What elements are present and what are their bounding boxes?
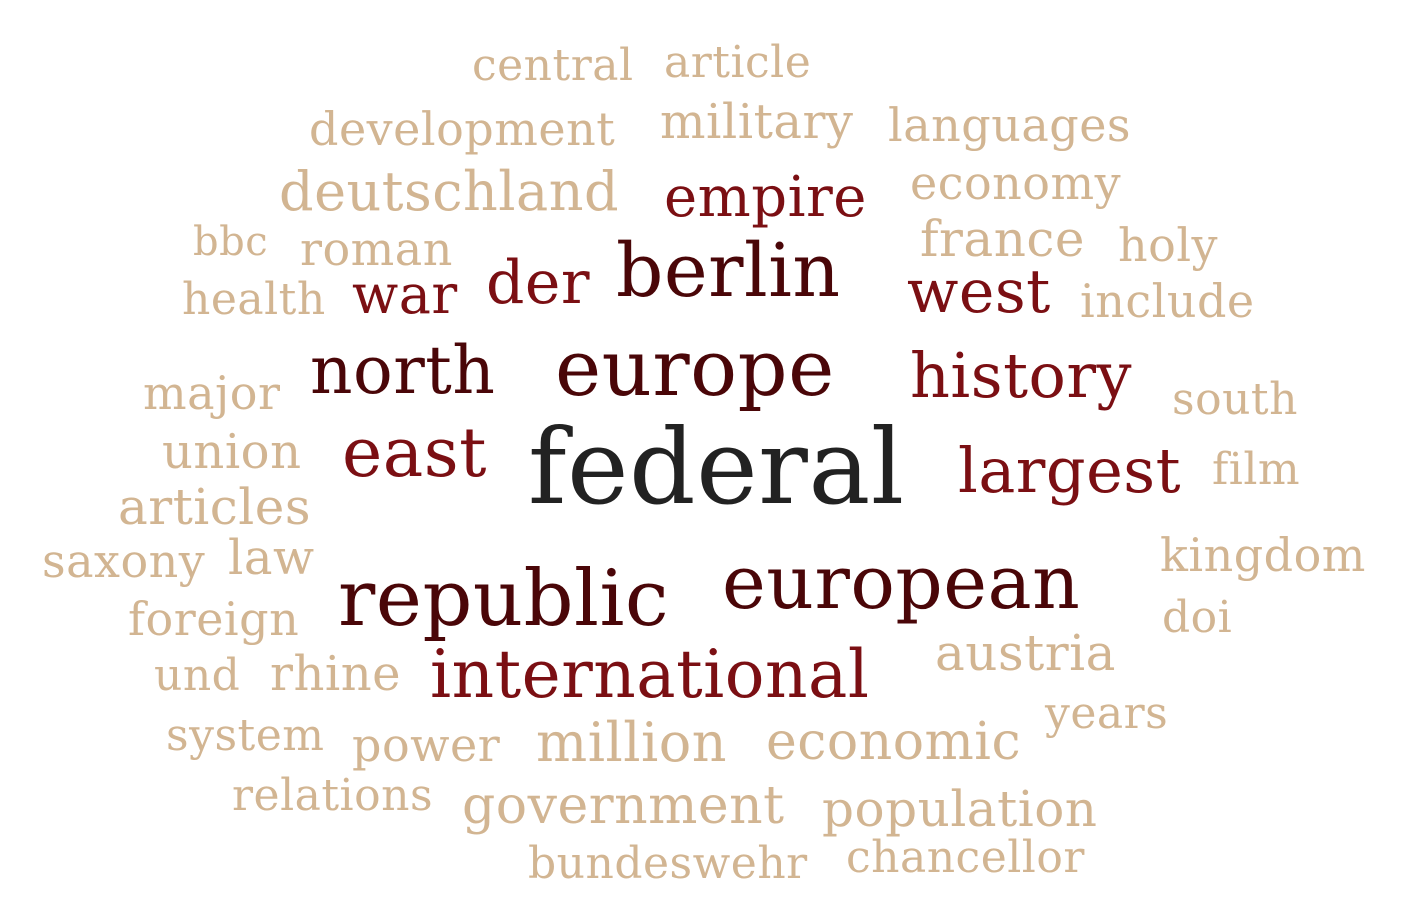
word-languages: languages <box>888 98 1132 152</box>
word-berlin: berlin <box>616 228 841 314</box>
word-million: million <box>536 711 728 774</box>
word-central: central <box>472 40 634 91</box>
word-chancellor: chancellor <box>846 832 1085 883</box>
word-film: film <box>1212 444 1301 495</box>
word-international: international <box>430 636 870 713</box>
word-holy: holy <box>1118 218 1219 272</box>
word-roman: roman <box>300 222 453 276</box>
word-federal: federal <box>528 406 905 528</box>
word-austria: austria <box>935 624 1116 682</box>
word-doi: doi <box>1162 592 1233 643</box>
word-republic: republic <box>338 554 670 644</box>
word-foreign: foreign <box>128 592 300 646</box>
word-economy: economy <box>910 156 1122 210</box>
word-economic: economic <box>766 712 1022 772</box>
word-kingdom: kingdom <box>1160 528 1366 582</box>
word-der: der <box>486 248 591 318</box>
word-saxony: saxony <box>42 534 206 588</box>
word-history: history <box>910 339 1132 412</box>
word-law: law <box>228 530 315 586</box>
word-military: military <box>660 94 854 150</box>
word-france: france <box>920 210 1086 268</box>
word-system: system <box>166 710 325 761</box>
word-war: war <box>352 263 458 326</box>
word-government: government <box>462 776 785 836</box>
word-union: union <box>162 424 302 480</box>
word-power: power <box>352 718 501 772</box>
word-europe: europe <box>555 324 835 414</box>
word-include: include <box>1080 274 1255 328</box>
word-european: european <box>722 540 1081 626</box>
word-east: east <box>342 414 488 493</box>
word-empire: empire <box>664 165 867 230</box>
word-years: years <box>1045 688 1169 739</box>
word-south: south <box>1172 374 1298 425</box>
word-rhine: rhine <box>270 646 402 702</box>
word-major: major <box>143 366 281 420</box>
word-population: population <box>822 780 1098 838</box>
word-west: west <box>907 257 1051 327</box>
word-development: development <box>309 102 616 156</box>
word-articles: articles <box>118 478 312 536</box>
word-bbc: bbc <box>193 219 269 265</box>
word-relations: relations <box>232 770 434 821</box>
word-article: article <box>664 37 812 88</box>
word-health: health <box>182 274 326 325</box>
word-deutschland: deutschland <box>279 160 620 223</box>
word-und: und <box>154 650 241 701</box>
word-largest: largest <box>958 434 1182 507</box>
word-bundeswehr: bundeswehr <box>528 838 808 889</box>
word-north: north <box>310 332 496 409</box>
